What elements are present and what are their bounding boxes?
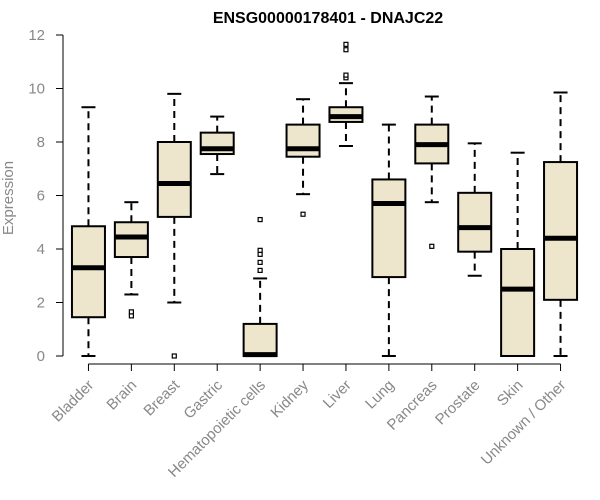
outlier-point — [128, 309, 134, 315]
box-group-7 — [371, 123, 407, 357]
outlier-point — [257, 216, 263, 223]
x-tick-label: Lung — [362, 377, 398, 413]
x-tick-label: Skin — [494, 377, 527, 410]
outlier-point — [300, 211, 306, 217]
box — [457, 191, 493, 253]
outlier-point — [257, 247, 263, 253]
box-group-10 — [500, 151, 536, 357]
x-tick-label: Breast — [140, 376, 183, 419]
box-group-5 — [285, 98, 321, 217]
box-group-3 — [199, 115, 235, 176]
box-group-6 — [328, 41, 364, 148]
box — [70, 225, 106, 319]
outlier-point — [343, 72, 349, 78]
outlier-point — [343, 41, 349, 47]
y-tick-label: 12 — [28, 27, 45, 44]
box-group-1 — [113, 201, 149, 319]
box-group-11 — [543, 91, 579, 357]
x-tick-label: Kidney — [267, 376, 312, 421]
plot-area — [70, 41, 579, 359]
box-group-0 — [70, 106, 106, 357]
box — [242, 322, 278, 357]
box — [285, 123, 321, 158]
x-tick-label: Liver — [320, 377, 355, 412]
x-tick-label: Prostate — [432, 377, 484, 429]
box — [371, 178, 407, 279]
box — [500, 248, 536, 357]
outlier-point — [128, 313, 134, 319]
y-tick-label: 4 — [37, 241, 45, 258]
y-tick-label: 0 — [37, 348, 45, 365]
chart-title: ENSG00000178401 - DNAJC22 — [213, 10, 443, 27]
y-tick-label: 2 — [37, 295, 45, 312]
x-tick-label: Bladder — [49, 377, 98, 426]
y-tick-label: 8 — [37, 134, 45, 151]
box-group-8 — [414, 95, 450, 249]
outlier-point — [343, 47, 349, 53]
box — [113, 221, 149, 259]
outlier-point — [429, 243, 435, 249]
x-tick-label: Brain — [103, 377, 140, 414]
box — [156, 141, 192, 218]
y-axis-title: Expression — [0, 161, 17, 235]
y-tick-label: 6 — [37, 188, 45, 205]
box — [543, 161, 579, 301]
outlier-point — [257, 259, 263, 265]
box-group-4 — [242, 216, 278, 358]
y-tick-label: 10 — [28, 81, 45, 98]
box-group-9 — [457, 142, 493, 277]
outlier-point — [171, 353, 177, 359]
y-axis: 0 2 4 6 8 10 12 — [28, 27, 64, 365]
outlier-point — [257, 251, 263, 257]
box-group-2 — [156, 92, 192, 359]
outlier-point — [257, 267, 263, 273]
